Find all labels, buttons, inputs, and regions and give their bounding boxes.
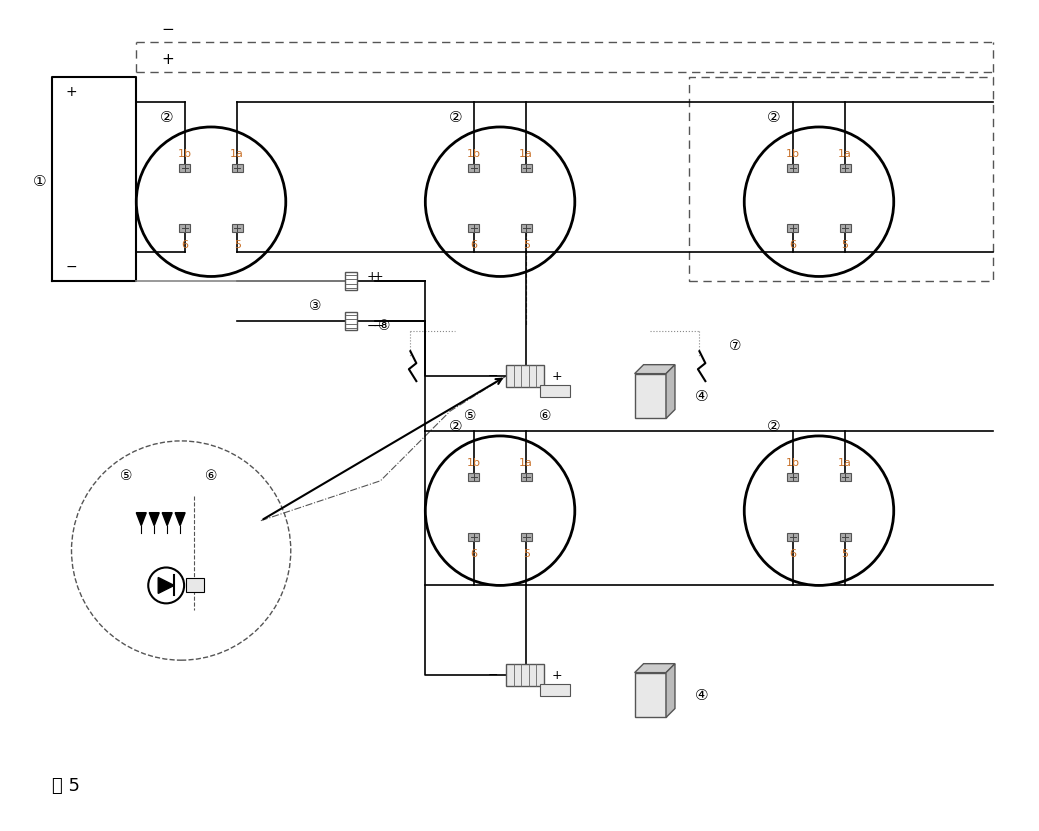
FancyBboxPatch shape (788, 533, 798, 541)
Polygon shape (666, 664, 675, 717)
FancyBboxPatch shape (232, 165, 243, 172)
Text: 图 5: 图 5 (52, 777, 80, 794)
FancyBboxPatch shape (788, 165, 798, 172)
FancyBboxPatch shape (840, 473, 851, 481)
FancyBboxPatch shape (521, 473, 532, 481)
Bar (186, 578, 204, 593)
Bar (540, 385, 569, 397)
Text: ④: ④ (694, 687, 708, 702)
FancyBboxPatch shape (469, 224, 479, 232)
Bar (635, 374, 666, 419)
Text: ⑥: ⑥ (538, 409, 551, 423)
FancyBboxPatch shape (840, 224, 851, 232)
Text: 1b: 1b (785, 458, 800, 468)
Bar (506, 365, 544, 387)
FancyBboxPatch shape (521, 165, 532, 172)
Text: +: + (552, 370, 562, 382)
Text: +: + (161, 52, 174, 67)
FancyBboxPatch shape (469, 533, 479, 541)
Text: ②: ② (449, 110, 462, 125)
Text: −: − (487, 669, 498, 681)
Polygon shape (162, 513, 172, 526)
Text: ③: ③ (310, 299, 322, 313)
Text: 5: 5 (234, 240, 241, 250)
Text: 6: 6 (471, 548, 477, 558)
Text: ⑦: ⑦ (729, 339, 742, 353)
Text: ⑧: ⑧ (378, 319, 391, 333)
Text: 6: 6 (790, 240, 796, 250)
Text: 1a: 1a (520, 149, 533, 159)
Text: 1a: 1a (838, 458, 852, 468)
Polygon shape (158, 578, 175, 593)
Text: ⑥: ⑥ (205, 469, 217, 483)
Text: 1b: 1b (785, 149, 800, 159)
Text: 1a: 1a (520, 458, 533, 468)
Bar (635, 672, 666, 717)
Polygon shape (666, 365, 675, 419)
Text: 1b: 1b (178, 149, 192, 159)
Text: ②: ② (768, 110, 781, 125)
FancyBboxPatch shape (521, 533, 532, 541)
Text: 6: 6 (790, 548, 796, 558)
Text: 6: 6 (182, 240, 188, 250)
Polygon shape (176, 513, 185, 526)
FancyBboxPatch shape (180, 224, 190, 232)
FancyBboxPatch shape (469, 165, 479, 172)
FancyBboxPatch shape (232, 224, 243, 232)
Text: ④: ④ (694, 389, 708, 404)
Text: −: − (487, 370, 498, 382)
FancyBboxPatch shape (180, 165, 190, 172)
Text: ②: ② (768, 419, 781, 434)
Text: ②: ② (449, 419, 462, 434)
FancyBboxPatch shape (521, 224, 532, 232)
Text: 1b: 1b (467, 149, 481, 159)
Text: ⑤: ⑤ (121, 469, 133, 483)
Text: +: + (65, 85, 77, 99)
Bar (506, 664, 544, 686)
Text: +: + (367, 270, 377, 283)
Text: −: − (65, 259, 77, 273)
Polygon shape (136, 513, 146, 526)
Text: 1b: 1b (467, 458, 481, 468)
Text: 1a: 1a (838, 149, 852, 159)
Text: +: + (552, 669, 562, 681)
Text: 6: 6 (471, 240, 477, 250)
Bar (345, 312, 356, 330)
FancyBboxPatch shape (788, 224, 798, 232)
Text: 1a: 1a (231, 149, 244, 159)
Text: 5: 5 (523, 548, 530, 558)
Text: ①: ① (33, 175, 47, 189)
FancyBboxPatch shape (469, 473, 479, 481)
Text: 5: 5 (523, 240, 530, 250)
FancyBboxPatch shape (788, 473, 798, 481)
FancyBboxPatch shape (840, 165, 851, 172)
Bar (345, 273, 356, 290)
Text: ⑤: ⑤ (464, 409, 477, 423)
Polygon shape (150, 513, 159, 526)
Text: ②: ② (159, 110, 174, 125)
Text: −: − (367, 320, 377, 332)
Text: +: + (373, 270, 383, 283)
FancyBboxPatch shape (840, 533, 851, 541)
Text: −: − (161, 22, 174, 37)
Polygon shape (635, 365, 675, 374)
Polygon shape (635, 664, 675, 672)
Text: 5: 5 (842, 240, 849, 250)
Text: 5: 5 (842, 548, 849, 558)
Text: −: − (373, 320, 383, 332)
Bar (540, 684, 569, 696)
